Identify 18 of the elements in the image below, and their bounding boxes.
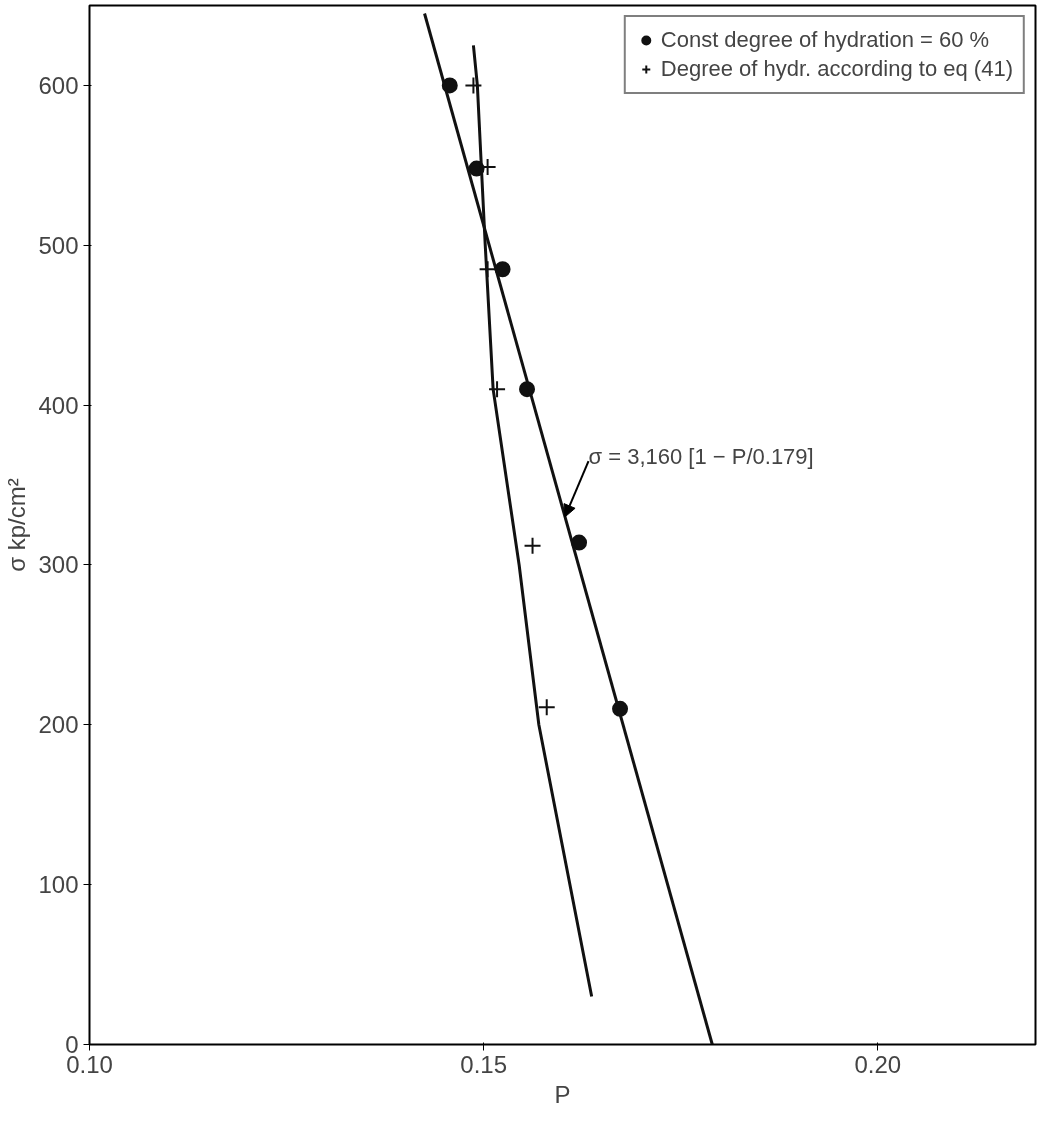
point (488, 380, 507, 399)
legend-label: Const degree of hydration = 60 % (660, 27, 990, 53)
x-axis-title: P (554, 1080, 571, 1108)
point (464, 76, 483, 95)
legend-label: Degree of hydr. according to eq (41) (660, 56, 1013, 82)
y-tick-label: 300 (38, 551, 79, 579)
y-tick-label: 600 (38, 71, 79, 99)
x-tick-label: 0.20 (854, 1050, 902, 1078)
point (523, 536, 542, 555)
y-tick-label: 500 (38, 231, 79, 259)
annotation: σ = 3,160 [1 − P/0.179] (588, 444, 814, 470)
point (537, 698, 556, 717)
point (478, 260, 497, 279)
y-tick-label: 400 (38, 391, 79, 419)
y-tick-label: 100 (38, 871, 79, 899)
y-axis-title: σ kp/cm² (3, 478, 31, 572)
y-tick-label: 200 (38, 711, 79, 739)
x-tick-label: 0.15 (460, 1050, 508, 1078)
